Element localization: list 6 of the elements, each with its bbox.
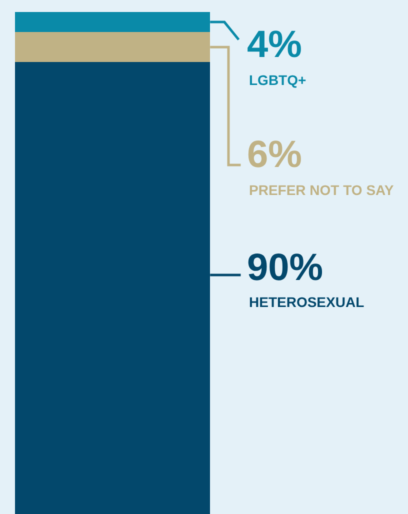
text: HETEROSEXUAL <box>249 294 365 310</box>
text: PREFER NOT TO SAY <box>249 182 394 198</box>
data-label: 4% <box>247 24 302 66</box>
text: LGBTQ+ <box>249 72 306 88</box>
data-label: 6% <box>247 134 302 176</box>
data-label: 90% <box>247 247 324 289</box>
